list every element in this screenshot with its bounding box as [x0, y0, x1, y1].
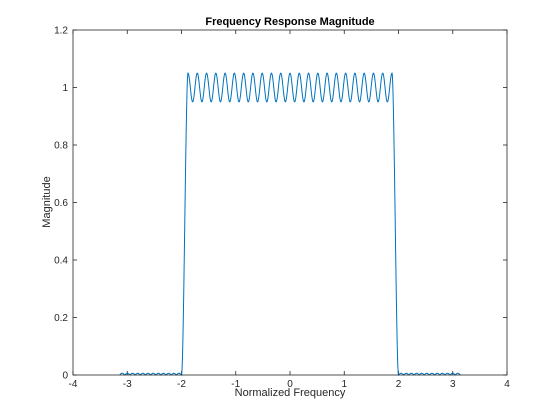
- x-tick-label: -1: [231, 379, 240, 390]
- plot-area: [73, 30, 507, 375]
- y-tick-label: 1: [62, 83, 68, 94]
- x-tick-label: 2: [396, 379, 402, 390]
- y-tick-label: 0.2: [54, 313, 68, 324]
- x-tick-label: 4: [504, 379, 510, 390]
- y-tick-label: 1.2: [54, 26, 68, 37]
- y-axis-label: Magnitude: [41, 176, 53, 227]
- x-tick-label: -3: [123, 379, 132, 390]
- axes-box: [72, 29, 508, 376]
- x-axis-label: Normalized Frequency: [235, 387, 346, 399]
- y-tick-label: 0: [62, 371, 68, 382]
- y-tick-label: 0.4: [54, 256, 68, 267]
- x-tick-label: 1: [341, 379, 347, 390]
- y-tick-label: 0.8: [54, 141, 68, 152]
- y-tick-label: 0.6: [54, 198, 68, 209]
- x-tick-label: -4: [69, 379, 78, 390]
- x-tick-label: 3: [450, 379, 456, 390]
- x-tick-label: -2: [177, 379, 186, 390]
- chart-title: Frequency Response Magnitude: [205, 16, 374, 28]
- x-tick-label: 0: [287, 379, 293, 390]
- tick-labels: -4 -3 -2 -1 0 1 2 3 4 0 0.2 0.4 0.6 0.8 1 1.2: [54, 26, 510, 391]
